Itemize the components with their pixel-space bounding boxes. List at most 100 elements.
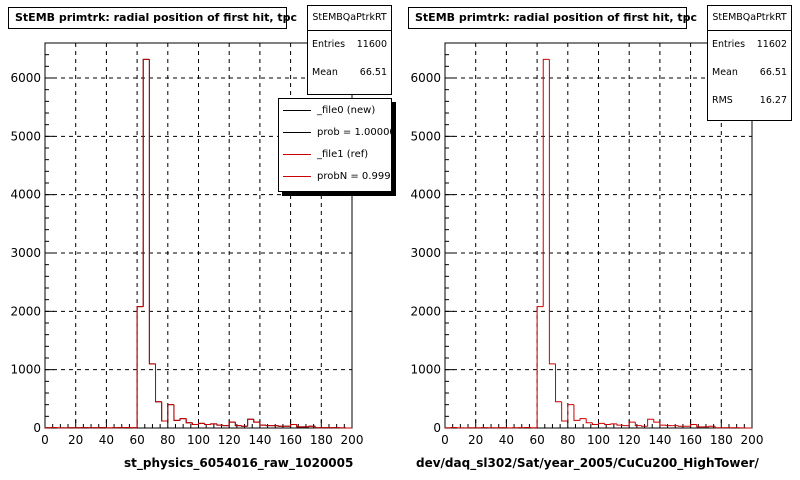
stats-name: StEMBQaPtrkRT bbox=[708, 6, 791, 31]
x-tick-label: 160 bbox=[279, 433, 302, 447]
y-tick-label: 2000 bbox=[410, 304, 441, 318]
histogram-bin bbox=[598, 422, 605, 425]
stats-mean-row: Mean 66.51 bbox=[308, 59, 391, 87]
legend-line bbox=[283, 109, 311, 111]
y-tick-label: 4000 bbox=[410, 188, 441, 202]
histogram-bin bbox=[210, 423, 217, 425]
histogram-bin bbox=[622, 425, 630, 427]
histogram-bin bbox=[561, 401, 568, 422]
histogram-bin bbox=[228, 421, 236, 426]
legend-line bbox=[283, 175, 311, 177]
x-tick-label: 40 bbox=[499, 433, 514, 447]
stats-box-left: StEMBQaPtrkRT Entries 11600 Mean 66.51 bbox=[307, 5, 392, 95]
legend-entry: prob = 1.000000 bbox=[279, 121, 391, 143]
legend-label: _file0 (new) bbox=[317, 104, 376, 116]
histogram-bin bbox=[259, 422, 267, 426]
histogram-bin bbox=[542, 58, 550, 307]
x-tick-label: 100 bbox=[187, 433, 210, 447]
histogram-bin bbox=[604, 423, 611, 425]
y-tick-label: 2000 bbox=[10, 304, 41, 318]
histogram-bin bbox=[653, 419, 660, 423]
legend-label: _file1 (ref) bbox=[317, 148, 369, 160]
stats-box-right: StEMBQaPtrkRT Entries 11602 Mean 66.51 R… bbox=[707, 5, 792, 121]
legend-label: probN = 0.99994 bbox=[317, 170, 391, 182]
histogram-bin bbox=[579, 418, 587, 421]
stats-name: StEMBQaPtrkRT bbox=[308, 6, 391, 31]
histogram-bin bbox=[179, 418, 187, 421]
histogram-bin bbox=[240, 425, 248, 427]
stats-rms-label: RMS bbox=[712, 95, 733, 106]
histogram-bin bbox=[308, 425, 316, 427]
x-axis-caption-left: st_physics_6054016_raw_1020005 bbox=[124, 456, 354, 470]
histogram-bin bbox=[191, 422, 199, 425]
histogram-bin bbox=[253, 419, 260, 423]
stats-entries-label: Entries bbox=[712, 39, 746, 50]
y-tick-label: 3000 bbox=[410, 246, 441, 260]
histogram-bin bbox=[136, 306, 144, 428]
x-tick-label: 200 bbox=[341, 433, 364, 447]
x-tick-label: 20 bbox=[68, 433, 83, 447]
legend-entry: _file0 (new) bbox=[279, 99, 391, 121]
x-tick-label: 60 bbox=[129, 433, 144, 447]
y-tick-label: 0 bbox=[433, 421, 441, 435]
histogram-bin bbox=[173, 404, 181, 421]
histogram-bin bbox=[634, 422, 642, 427]
legend-entry: _file1 (ref) bbox=[279, 143, 391, 165]
histogram-bin bbox=[161, 401, 168, 422]
y-tick-label: 5000 bbox=[10, 129, 41, 143]
x-tick-label: 120 bbox=[218, 433, 241, 447]
stats-entries-value: 11600 bbox=[356, 39, 387, 50]
histogram-bin bbox=[198, 422, 205, 425]
histogram-bin bbox=[548, 59, 556, 365]
stats-mean-label: Mean bbox=[312, 67, 338, 78]
x-axis-caption-right: dev/daq_sl302/Sat/year_2005/CuCu200_High… bbox=[416, 456, 759, 470]
histogram-bin bbox=[222, 425, 230, 427]
histogram-bin bbox=[296, 424, 303, 428]
histogram-bin bbox=[536, 306, 544, 428]
stats-rms-row: RMS 16.27 bbox=[708, 87, 791, 115]
histogram-bin bbox=[555, 363, 562, 403]
x-tick-label: 0 bbox=[41, 433, 49, 447]
histogram-bin bbox=[155, 363, 162, 403]
y-tick-label: 0 bbox=[33, 421, 41, 435]
stats-mean-value: 66.51 bbox=[759, 67, 787, 78]
histogram-bin bbox=[640, 425, 648, 427]
x-tick-label: 100 bbox=[587, 433, 610, 447]
histogram-bin bbox=[591, 422, 599, 425]
x-tick-label: 120 bbox=[618, 433, 641, 447]
histogram-bin bbox=[690, 424, 697, 427]
histogram-bin bbox=[216, 423, 224, 426]
histogram-bin bbox=[567, 404, 574, 421]
histogram-bin bbox=[247, 418, 254, 427]
histogram-bin bbox=[628, 421, 636, 426]
histogram-bin bbox=[234, 422, 242, 427]
stats-mean-label: Mean bbox=[712, 67, 738, 78]
x-tick-label: 40 bbox=[99, 433, 114, 447]
legend-label: prob = 1.000000 bbox=[317, 126, 391, 138]
stats-entries-value: 11602 bbox=[756, 39, 787, 50]
chart-title-left: StEMB primtrk: radial position of first … bbox=[8, 7, 297, 29]
y-tick-label: 1000 bbox=[410, 363, 441, 377]
chart-title-right: StEMB primtrk: radial position of first … bbox=[408, 7, 697, 29]
x-tick-label: 80 bbox=[160, 433, 175, 447]
histogram-bin bbox=[142, 58, 150, 307]
legend-line bbox=[283, 153, 311, 155]
x-tick-label: 180 bbox=[710, 433, 733, 447]
stats-mean-row: Mean 66.51 bbox=[708, 59, 791, 87]
histogram-bin bbox=[647, 418, 654, 427]
histogram-bin bbox=[167, 404, 174, 421]
y-tick-label: 1000 bbox=[10, 363, 41, 377]
histogram-bin bbox=[148, 59, 156, 365]
histogram-bin bbox=[610, 423, 617, 425]
x-tick-label: 180 bbox=[310, 433, 333, 447]
histogram-bin bbox=[616, 423, 624, 426]
histogram-bin bbox=[265, 425, 273, 427]
stats-entries-row: Entries 11600 bbox=[308, 31, 391, 59]
y-tick-label: 6000 bbox=[410, 71, 441, 85]
x-tick-label: 80 bbox=[560, 433, 575, 447]
stats-entries-label: Entries bbox=[312, 39, 346, 50]
histogram-bin bbox=[573, 404, 581, 421]
stats-rms-value: 16.27 bbox=[759, 95, 787, 106]
histogram-bin bbox=[204, 423, 211, 425]
